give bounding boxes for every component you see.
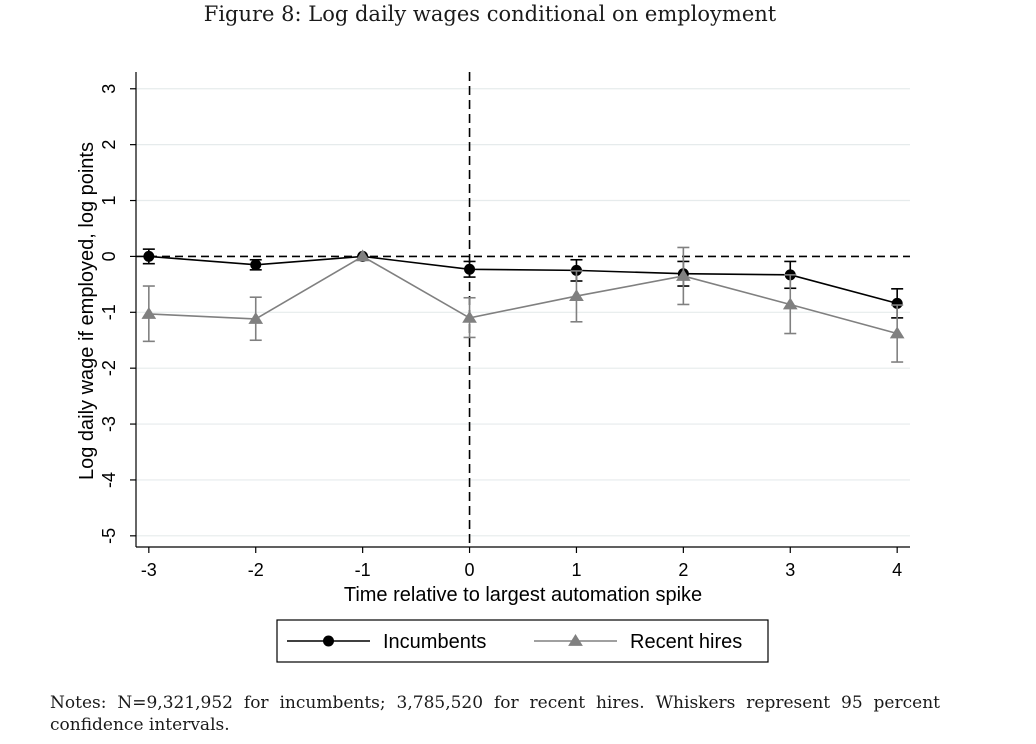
data-point-incumbents	[464, 263, 476, 275]
x-tick-label: -3	[141, 560, 157, 580]
data-point-recent-hires	[569, 289, 584, 301]
y-tick-label: -3	[99, 416, 119, 432]
y-tick-label: 3	[99, 84, 119, 94]
x-tick-label: 0	[465, 560, 475, 580]
legend: Incumbents Recent hires	[276, 619, 769, 663]
x-tick-label: -2	[248, 560, 264, 580]
y-tick-label: 0	[99, 251, 119, 261]
data-point-incumbents	[250, 259, 262, 271]
y-tick-label: -1	[99, 304, 119, 320]
data-point-recent-hires	[462, 310, 477, 323]
data-point-recent-hires	[676, 268, 691, 281]
y-tick-label: -2	[99, 360, 119, 376]
data-point-incumbents	[143, 250, 155, 262]
data-point-recent-hires	[782, 297, 798, 310]
figure-notes: Notes: N=9,321,952 for incumbents; 3,785…	[50, 693, 940, 735]
x-tick-label: 3	[785, 560, 795, 580]
y-tick-label: 2	[99, 140, 119, 150]
y-axis-label: Log daily wage if employed, log points	[76, 142, 98, 480]
line-chart: -5 -4 -3 -2 -1 0 1 2 3 -3 -2 -1 0 1 2 3 4 Time relative …	[76, 72, 910, 663]
legend-marker-recent-hires	[568, 634, 583, 646]
series-line-recent-hires	[148, 255, 898, 335]
series-recent-hires	[141, 246, 905, 363]
axes: -5 -4 -3 -2 -1 0 1 2 3 -3 -2 -1 0 1 2 3 4	[99, 72, 910, 580]
legend-label-incumbents: Incumbents	[383, 631, 486, 653]
data-point-incumbents	[891, 297, 903, 309]
reference-lines	[136, 72, 910, 547]
data-point-recent-hires	[889, 326, 905, 339]
y-tick-label: 1	[99, 196, 119, 206]
figure-title: Figure 8: Log daily wages conditional on…	[203, 2, 777, 26]
y-tick-label: -5	[99, 528, 119, 544]
data-point-recent-hires	[141, 306, 157, 319]
x-tick-label: 1	[571, 560, 581, 580]
x-tick-label: 4	[892, 560, 902, 580]
grid-lines	[136, 88, 910, 537]
series-layer	[141, 246, 905, 363]
y-tick-label: -4	[99, 472, 119, 488]
data-point-recent-hires	[248, 312, 264, 324]
x-tick-label: 2	[678, 560, 688, 580]
x-tick-label: -1	[355, 560, 371, 580]
data-point-recent-hires	[355, 249, 370, 262]
series-line-incumbents	[148, 255, 898, 305]
legend-label-recent-hires: Recent hires	[630, 631, 742, 653]
x-axis-label: Time relative to largest automation spik…	[344, 584, 702, 606]
legend-marker-incumbents	[323, 635, 334, 647]
